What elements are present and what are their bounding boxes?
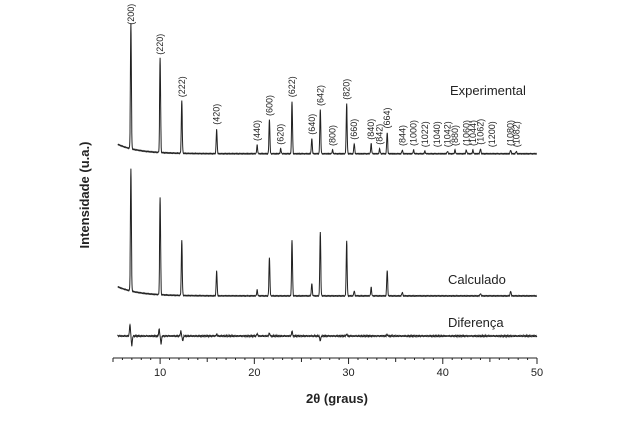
x-tick-label: 30 [342,367,354,379]
hkl-label: (840) [366,119,376,140]
hkl-label: (640) [307,114,317,135]
x-tick-label: 40 [437,367,449,379]
hkl-label: (660) [349,119,359,140]
hkl-label: (1022) [420,121,430,147]
hkl-label: (1042) [443,121,453,147]
series-label: Calculado [448,272,506,287]
hkl-label: (880) [450,125,460,146]
hkl-label: (1060) [461,120,471,146]
hkl-label: (800) [328,125,338,146]
series-line-1 [117,168,538,298]
series-line-2 [117,323,538,347]
y-axis-title: Intensidade (u.a.) [77,142,92,249]
x-tick-label: 20 [248,367,260,379]
hkl-label: (620) [276,124,286,145]
series-label: Experimental [450,83,526,98]
hkl-label: (844) [397,125,407,146]
series-label: Diferença [448,315,504,330]
hkl-label: (1062) [476,119,486,145]
hkl-label: (200) [126,4,136,25]
hkl-label: (842) [375,124,385,145]
x-axis-title: 2θ (graus) [306,391,368,406]
series-line-0 [117,23,537,156]
hkl-label: (820) [342,79,352,100]
hkl-label: (420) [212,104,222,125]
x-tick-label: 10 [154,367,166,379]
x-axis: 10 20 30 40 50 [112,357,543,379]
hkl-label: (440) [252,120,262,141]
hkl-label: (1200) [487,121,497,147]
hkl-label: (622) [287,76,297,97]
hkl-label: (1000) [409,120,419,146]
hkl-label: (1080) [506,120,516,146]
hkl-label: (1044) [468,120,478,146]
hkl-label: (664) [382,107,392,128]
hkl-label: (1082) [511,121,521,147]
hkl-label: (1040) [432,121,442,147]
x-tick-label: 50 [531,367,543,379]
series-layer [117,23,538,347]
hkl-label: (642) [315,85,325,106]
hkl-label: (222) [177,76,187,97]
hkl-label: (600) [264,95,274,116]
hkl-label: (220) [155,34,165,55]
label-layer: Experimental Calculado Diferença (200) (220)… [126,4,526,330]
